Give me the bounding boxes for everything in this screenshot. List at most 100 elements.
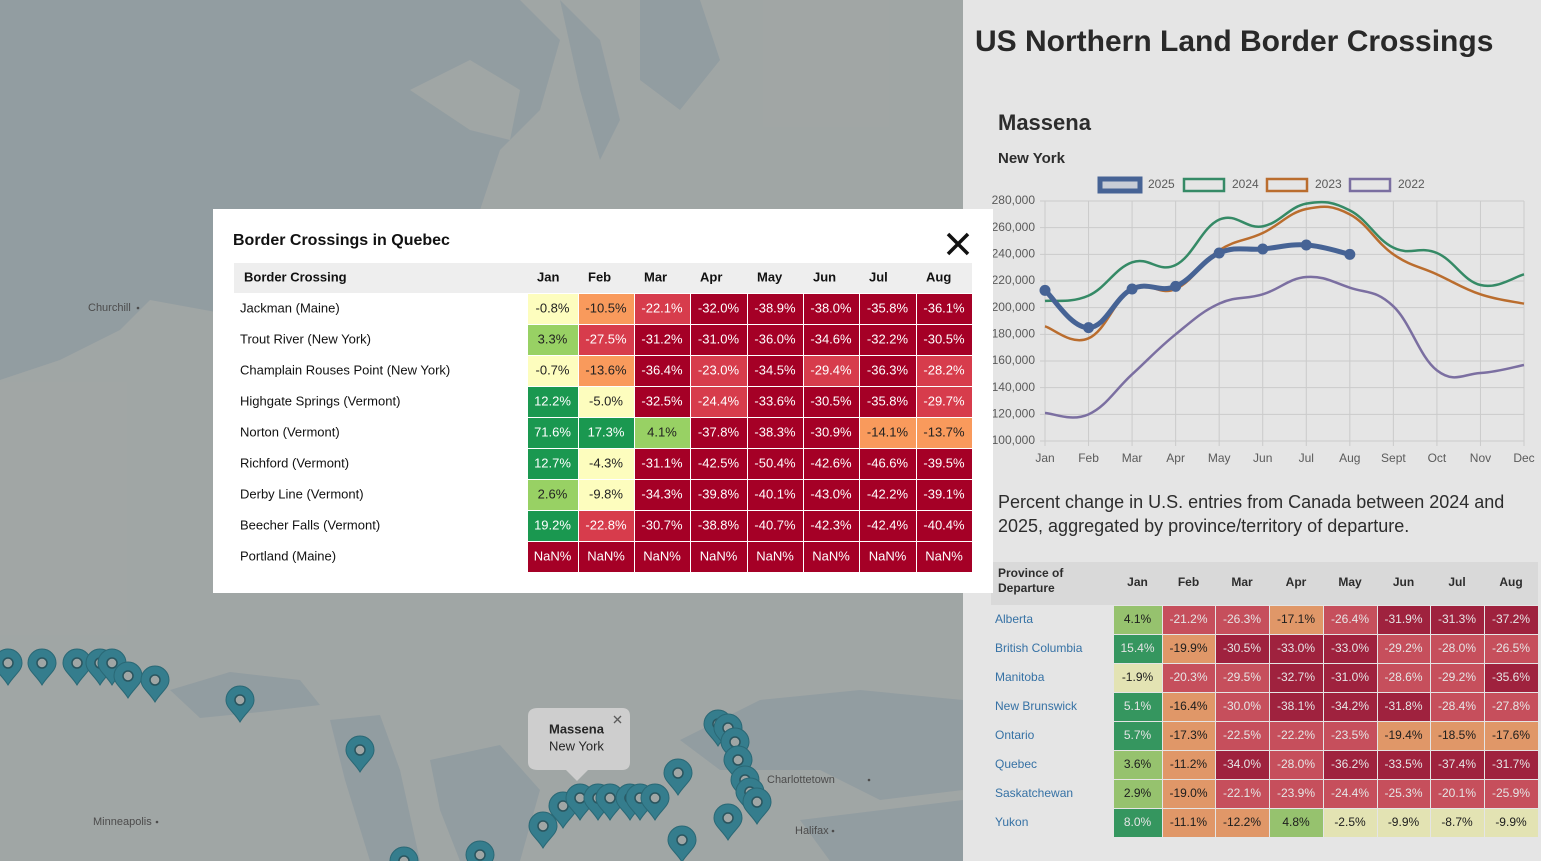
pct-cell — [1378, 664, 1430, 692]
pct-value: 2.6% — [538, 486, 568, 501]
pct-value: -35.6% — [1492, 670, 1530, 684]
crossing-table: Border Crossing Jan Feb Mar Apr May Jun Jul Aug J… — [234, 263, 972, 572]
pct-value: -9.8% — [589, 486, 623, 501]
pct-value: -31.0% — [1331, 670, 1369, 684]
pct-value: -31.7% — [1492, 757, 1530, 771]
pct-cell — [579, 356, 634, 386]
map-pin-dot — [676, 834, 688, 846]
line-chart: 100,000 120,000 140,000 160,000 180,000 200,0… — [992, 176, 1535, 465]
table-header-bg — [991, 562, 1538, 605]
pct-value: -42.2% — [867, 486, 909, 501]
pct-cell — [579, 294, 634, 324]
x-tick-label: Jul — [1299, 451, 1314, 465]
pct-cell — [1216, 635, 1269, 663]
pct-value: -33.0% — [1331, 641, 1369, 655]
pct-value: -22.8% — [585, 517, 627, 532]
pct-value: -0.7% — [536, 362, 570, 377]
pct-value: 17.3% — [588, 424, 625, 439]
map-pin-dot — [149, 674, 161, 686]
legend-swatch[interactable] — [1097, 176, 1143, 194]
pct-cell — [579, 511, 634, 541]
pct-value: -10.5% — [585, 300, 627, 315]
pct-cell — [528, 480, 578, 510]
pct-cell — [1431, 751, 1484, 779]
province-link[interactable]: Ontario — [995, 728, 1035, 742]
pct-cell — [860, 511, 916, 541]
province-link[interactable]: Manitoba — [995, 670, 1045, 684]
pct-value: -39.8% — [698, 486, 740, 501]
pct-cell — [1216, 664, 1269, 692]
pct-cell — [1216, 780, 1269, 808]
pct-value: 2.9% — [1124, 786, 1152, 800]
pct-cell — [635, 356, 690, 386]
column-header: Jun — [813, 269, 836, 284]
column-header: Mar — [1231, 575, 1253, 589]
y-tick-label: 120,000 — [992, 407, 1036, 421]
pct-value: -32.7% — [1277, 670, 1315, 684]
x-tick-label: Jan — [1035, 451, 1054, 465]
pct-value: -19.4% — [1384, 728, 1422, 742]
close-stroke — [946, 232, 970, 256]
y-tick-label: 200,000 — [992, 300, 1036, 314]
pct-value: -9.9% — [1388, 815, 1420, 829]
legend-swatch[interactable] — [1348, 177, 1392, 193]
province-link[interactable]: Saskatchewan — [995, 786, 1073, 800]
pins — [0, 648, 772, 861]
map-pin-dot — [537, 820, 549, 832]
place-label: Charlottetown — [767, 774, 835, 786]
pct-cell — [860, 480, 916, 510]
map-pin[interactable] — [389, 846, 419, 861]
modal-close[interactable] — [946, 232, 970, 256]
pct-value: -30.5% — [923, 331, 965, 346]
map-pin-dot — [354, 744, 366, 756]
column-header: Jul — [1448, 575, 1465, 589]
pct-cell — [917, 387, 972, 417]
province-link[interactable]: Alberta — [995, 612, 1033, 626]
province-link[interactable]: New Brunswick — [995, 699, 1078, 713]
pct-value: -11.2% — [1170, 757, 1207, 771]
modal-title: Border Crossings in Quebec — [233, 232, 450, 249]
pct-value: -23.9% — [1277, 786, 1315, 800]
pct-value: 19.2% — [534, 517, 571, 532]
legend-swatch[interactable] — [1265, 177, 1309, 193]
pct-cell — [804, 449, 859, 479]
pct-cell — [917, 356, 972, 386]
sidebar: US Northern Land Border Crossings Massen… — [963, 0, 1541, 861]
pct-cell — [1324, 809, 1377, 837]
pct-value: -37.8% — [698, 424, 740, 439]
pct-value: -36.0% — [754, 331, 796, 346]
province-link[interactable]: British Columbia — [995, 641, 1083, 655]
province-link[interactable]: Quebec — [995, 757, 1037, 771]
pct-value: -31.0% — [698, 331, 740, 346]
pct-value: -16.4% — [1169, 699, 1207, 713]
legend-swatch[interactable] — [1182, 177, 1226, 193]
place-label: Halifax — [795, 825, 829, 837]
map-pin-dot — [722, 812, 734, 824]
pct-value: -4.3% — [589, 455, 623, 470]
popup-close[interactable] — [613, 715, 622, 724]
pct-cell — [1270, 809, 1323, 837]
map-pin-dot — [36, 657, 48, 669]
column-header: Jan — [537, 269, 559, 284]
series-point — [1083, 322, 1095, 334]
x-tick-label: Apr — [1166, 451, 1185, 465]
pct-value: -43.0% — [810, 486, 852, 501]
pct-value: -17.1% — [1277, 612, 1315, 626]
column-header: Aug — [1499, 575, 1522, 589]
station-state: New York — [998, 150, 1066, 167]
pct-cell — [691, 356, 747, 386]
pct-cell — [528, 325, 578, 355]
pct-cell — [917, 480, 972, 510]
series-point — [1257, 243, 1269, 255]
place-label: Churchill — [88, 302, 131, 314]
pct-cell — [691, 511, 747, 541]
pct-value: -14.1% — [867, 424, 909, 439]
pct-value: -28.6% — [1384, 670, 1422, 684]
pct-value: 4.1% — [1124, 612, 1152, 626]
pct-value: 5.1% — [1124, 699, 1152, 713]
map-popup[interactable]: Massena New York — [528, 708, 630, 781]
pct-cell — [635, 418, 690, 448]
pct-value: -38.1% — [1277, 699, 1315, 713]
pct-cell — [1485, 693, 1538, 721]
province-link[interactable]: Yukon — [995, 815, 1028, 829]
